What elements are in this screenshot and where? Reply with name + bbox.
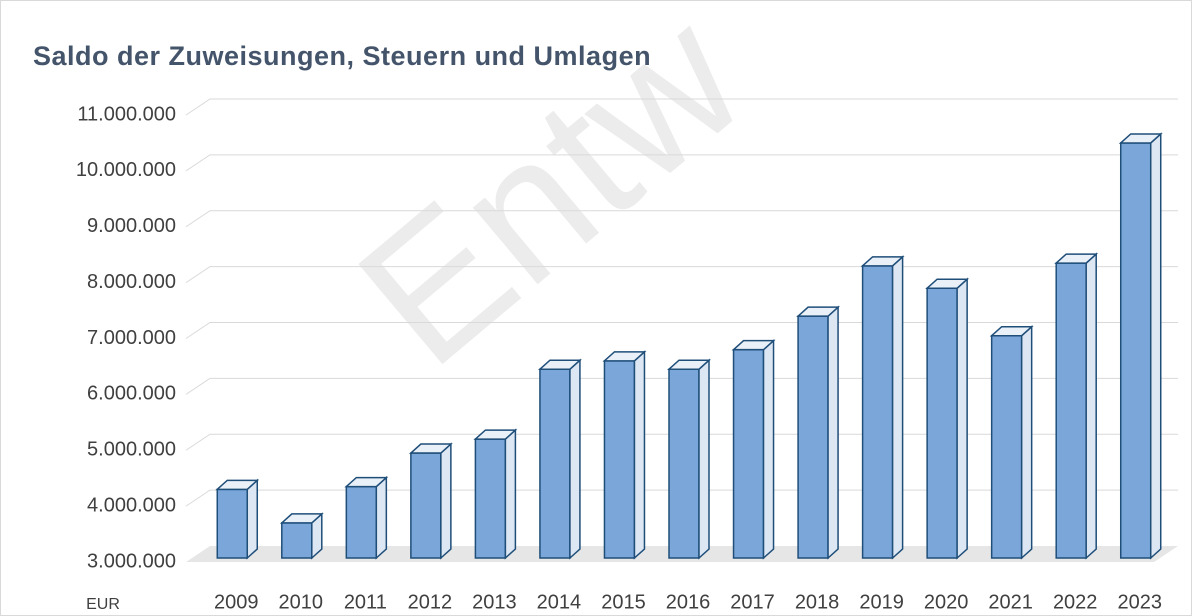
bar-front [926,287,958,559]
grid-line [185,377,1178,395]
bar-side [440,442,452,560]
grid-line [185,210,1178,228]
bar-side [246,478,259,560]
bar-side [956,277,968,560]
bar-front [474,438,507,559]
y-axis-label: EUR [86,596,120,613]
y-tick-label: 11.000.000 [77,103,176,125]
x-tick-label: 2016 [666,591,711,613]
y-tick-label: 10.000.000 [76,159,176,181]
bar-front [1055,262,1087,559]
grid-line [185,433,1178,451]
bar-front [861,265,894,559]
y-tick-label: 3.000.000 [87,550,176,572]
x-tick-label: 2012 [408,591,453,613]
bar-front [797,315,829,559]
grid-line [185,489,1178,507]
bar-side [633,350,646,560]
bar-side [569,358,581,560]
x-tick-label: 2021 [988,591,1033,613]
x-tick-label: 2014 [537,591,582,613]
grid-line [185,322,1178,339]
grid-line [185,154,1178,172]
bar-front [668,368,700,559]
bar-top [925,278,970,289]
bar-front [345,485,378,559]
x-tick-label: 2013 [472,591,517,613]
y-tick-label: 7.000.000 [87,327,176,349]
bar-side [504,428,517,560]
x-tick-label: 2015 [601,591,646,613]
bar-top [408,443,453,454]
bar-side [1085,252,1097,560]
bar-top [731,339,776,351]
bar-front [281,522,313,559]
y-tick-label: 9.000.000 [87,215,176,237]
bar-side [698,358,710,560]
x-tick-label: 2018 [795,591,840,613]
chart-title: Saldo der Zuweisungen, Steuern und Umlag… [33,41,651,71]
bar-side [891,255,904,560]
bar-top [537,359,582,370]
bar-front [732,348,765,559]
x-tick-label: 2023 [1117,591,1162,613]
bar-side [827,305,839,560]
bar-top [860,256,905,267]
bar-front [216,488,249,559]
bar-side [762,338,775,560]
bar-top [279,513,324,524]
x-tick-label: 2022 [1053,591,1098,613]
bar-side [1020,325,1033,560]
bar-top [796,306,841,317]
bar-top [989,325,1034,337]
y-tick-label: 4.000.000 [87,494,176,516]
x-tick-label: 2010 [279,591,324,613]
bar-top [344,476,389,488]
x-tick-label: 2019 [859,591,904,613]
bar-front [539,368,571,559]
bar-top [1054,253,1099,264]
bar-front [410,452,442,559]
x-tick-label: 2017 [730,591,775,613]
bar-top [1118,133,1163,144]
bar-front [990,334,1023,559]
x-tick-label: 2011 [344,591,387,613]
x-tick-label: 2009 [214,591,259,613]
bar-front [603,360,636,559]
y-tick-label: 8.000.000 [87,271,176,293]
grid-line [185,98,1178,116]
bar-side [1149,132,1162,560]
bar-top [473,429,518,440]
x-tick-label: 2020 [924,591,969,613]
bar-top [667,359,711,370]
bar-front [1119,142,1152,559]
grid-line [185,266,1178,284]
y-tick-label: 5.000.000 [87,439,176,461]
bar-top [602,351,647,362]
y-tick-label: 6.000.000 [87,383,176,405]
bar-side [375,475,388,560]
bar-top [215,479,260,491]
